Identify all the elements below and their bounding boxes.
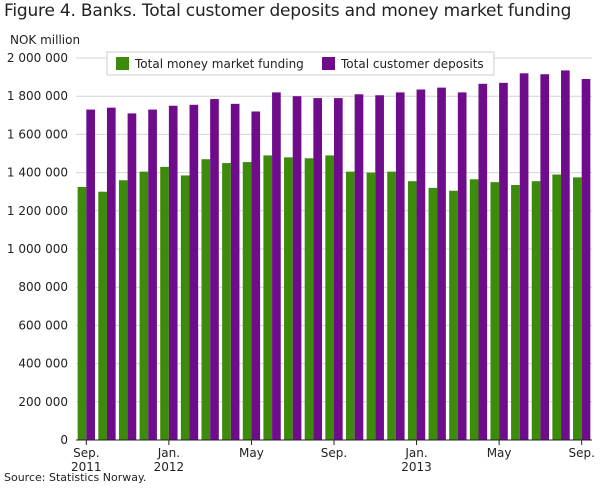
y-tick-label: 800 000 — [18, 280, 68, 294]
bars — [77, 70, 591, 441]
x-tick-label: Sep. — [321, 446, 347, 460]
bar-customer-deposits — [395, 92, 405, 440]
legend-label-deposits: Total customer deposits — [340, 57, 484, 71]
bar-money-market-funding — [77, 186, 87, 440]
source-note: Source: Statistics Norway. — [4, 471, 147, 484]
bar-customer-deposits — [334, 98, 343, 441]
bar-money-market-funding — [160, 166, 169, 440]
y-axis-ticks: 0 200 000 400 000 600 000 800 000 1 000 000 1 … — [7, 51, 68, 447]
legend-swatch-funding — [116, 57, 129, 70]
x-tick-label: Sep. — [568, 446, 594, 460]
bar-customer-deposits — [354, 94, 364, 440]
bar-money-market-funding — [304, 158, 314, 440]
bar-money-market-funding — [139, 171, 149, 440]
bar-money-market-funding — [366, 172, 376, 440]
bar-customer-deposits — [416, 89, 426, 440]
bar-customer-deposits — [561, 70, 570, 440]
bar-money-market-funding — [469, 179, 479, 441]
legend-swatch-deposits — [322, 57, 335, 70]
bar-customer-deposits — [230, 103, 240, 440]
bar-customer-deposits — [540, 74, 550, 441]
y-tick-label: 400 000 — [18, 357, 68, 371]
y-tick-label: 200 000 — [18, 395, 68, 409]
bar-money-market-funding — [222, 163, 231, 441]
bar-customer-deposits — [210, 99, 219, 440]
bar-customer-deposits — [478, 83, 488, 440]
bar-customer-deposits — [313, 98, 323, 441]
x-tick-label: Jan. — [404, 446, 427, 460]
bar-customer-deposits — [272, 92, 281, 440]
bar-money-market-funding — [490, 182, 500, 440]
bar-money-market-funding — [387, 171, 396, 440]
x-tick-label: 2011 — [71, 460, 102, 474]
y-axis-label: NOK million — [10, 33, 80, 47]
y-tick-label: 600 000 — [18, 318, 68, 332]
bar-money-market-funding — [118, 180, 128, 441]
bar-money-market-funding — [242, 162, 252, 440]
bar-money-market-funding — [325, 155, 334, 440]
bar-customer-deposits — [127, 113, 137, 440]
bar-customer-deposits — [86, 109, 95, 440]
y-tick-label: 1 600 000 — [7, 127, 68, 141]
bar-customer-deposits — [581, 79, 591, 440]
bar-money-market-funding — [263, 155, 273, 440]
bar-customer-deposits — [375, 95, 384, 440]
x-tick-label: Sep. — [73, 446, 99, 460]
bar-money-market-funding — [98, 191, 107, 440]
y-tick-label: 1 200 000 — [7, 204, 68, 218]
bar-customer-deposits — [519, 73, 529, 440]
y-tick-label: 1 800 000 — [7, 89, 68, 103]
bar-money-market-funding — [552, 174, 562, 440]
bar-customer-deposits — [148, 109, 157, 440]
bar-money-market-funding — [407, 181, 417, 440]
bar-money-market-funding — [201, 159, 211, 441]
bar-money-market-funding — [284, 157, 293, 440]
bar-money-market-funding — [449, 190, 458, 440]
bar-money-market-funding — [531, 181, 541, 440]
bar-money-market-funding — [180, 175, 190, 440]
legend-box — [106, 51, 495, 76]
bar-customer-deposits — [106, 107, 116, 440]
bar-customer-deposits — [251, 111, 261, 440]
chart-title: Figure 4. Banks. Total customer deposits… — [4, 1, 572, 21]
bar-customer-deposits — [499, 82, 508, 440]
legend: Total money market funding Total custome… — [106, 51, 495, 76]
x-tick-label: Jan. — [157, 446, 180, 460]
bar-customer-deposits — [189, 104, 199, 441]
bar-customer-deposits — [457, 92, 467, 440]
bar-money-market-funding — [511, 185, 520, 440]
bar-customer-deposits — [292, 96, 302, 440]
bar-money-market-funding — [573, 177, 582, 441]
x-tick-label: May — [487, 446, 512, 460]
bar-money-market-funding — [345, 171, 355, 440]
y-tick-label: 1 000 000 — [7, 242, 68, 256]
bar-customer-deposits — [437, 87, 446, 441]
bar-customer-deposits — [168, 105, 178, 440]
y-tick-label: 2 000 000 — [7, 51, 68, 65]
legend-label-funding: Total money market funding — [134, 57, 304, 71]
x-tick-label: 2012 — [154, 460, 185, 474]
bar-money-market-funding — [428, 187, 438, 440]
x-tick-label: 2013 — [401, 460, 432, 474]
x-tick-label: May — [239, 446, 264, 460]
y-tick-label: 1 400 000 — [7, 166, 68, 180]
y-tick-label: 0 — [60, 433, 68, 447]
